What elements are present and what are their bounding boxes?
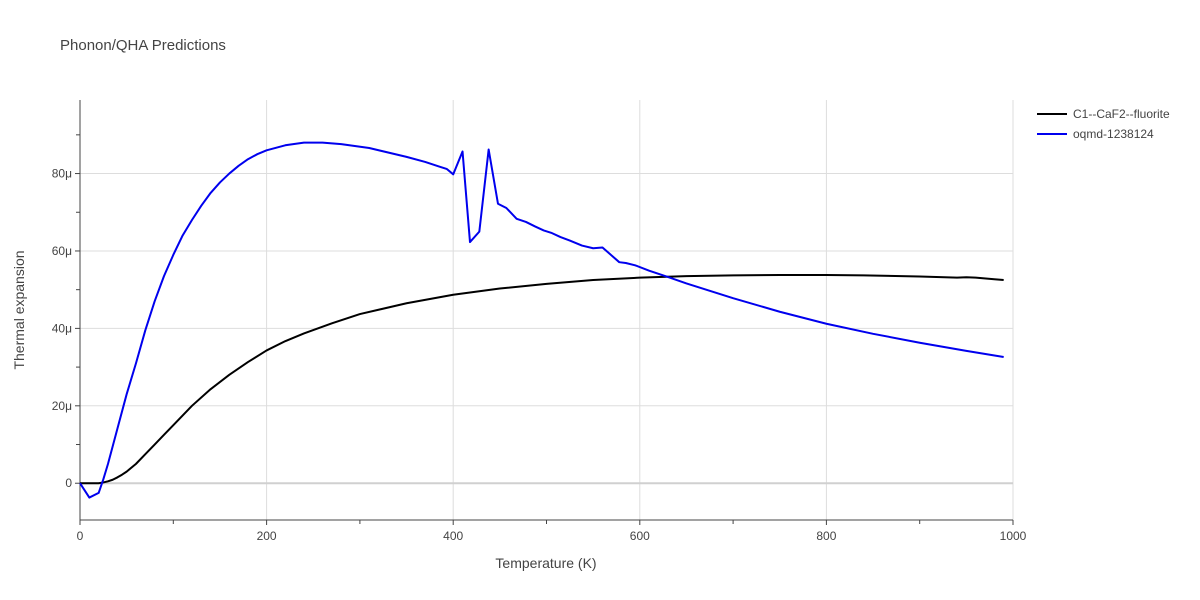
series-line-0 bbox=[80, 273, 1004, 485]
y-tick-label: 40μ bbox=[52, 321, 72, 335]
legend-label: oqmd-1238124 bbox=[1073, 127, 1154, 141]
legend-item[interactable]: C1--CaF2--fluorite bbox=[1037, 107, 1170, 121]
legend-label: C1--CaF2--fluorite bbox=[1073, 107, 1170, 121]
x-tick-label: 200 bbox=[257, 529, 277, 543]
chart-title: Phonon/QHA Predictions bbox=[60, 37, 226, 54]
x-tick-label: 600 bbox=[630, 529, 650, 543]
y-tick-label: 0 bbox=[65, 476, 72, 490]
x-axis-title: Temperature (K) bbox=[495, 555, 596, 571]
axes: 0 200 400 600 800 1000 0 20μ 40μ 60μ 80μ bbox=[52, 100, 1027, 543]
y-tick-label: 20μ bbox=[52, 399, 72, 413]
y-tick-label: 60μ bbox=[52, 244, 72, 258]
x-tick-label: 0 bbox=[77, 529, 84, 543]
legend[interactable]: C1--CaF2--fluorite oqmd-1238124 bbox=[1037, 107, 1170, 141]
series-line-1 bbox=[79, 141, 1004, 499]
x-tick-label: 1000 bbox=[1000, 529, 1027, 543]
series-lines bbox=[79, 141, 1004, 499]
y-axis-title: Thermal expansion bbox=[11, 250, 27, 369]
x-tick-label: 400 bbox=[443, 529, 463, 543]
x-tick-label: 800 bbox=[816, 529, 836, 543]
gridlines bbox=[80, 100, 1014, 520]
legend-item[interactable]: oqmd-1238124 bbox=[1037, 127, 1154, 141]
y-tick-label: 80μ bbox=[52, 167, 72, 181]
